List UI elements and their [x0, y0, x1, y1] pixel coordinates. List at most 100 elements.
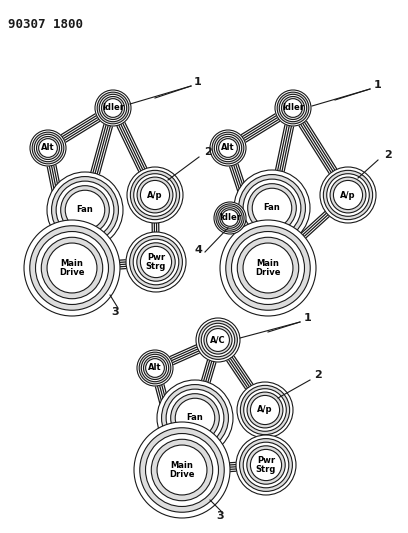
Circle shape	[41, 237, 103, 298]
Circle shape	[137, 177, 173, 213]
Circle shape	[239, 175, 306, 241]
Text: 3: 3	[216, 511, 224, 521]
Circle shape	[144, 357, 166, 379]
Circle shape	[218, 206, 242, 230]
Text: A/p: A/p	[257, 406, 273, 415]
Circle shape	[97, 92, 129, 124]
Circle shape	[34, 134, 62, 161]
Circle shape	[140, 181, 170, 209]
Circle shape	[196, 318, 240, 362]
Circle shape	[244, 389, 286, 431]
Text: A/p: A/p	[147, 190, 163, 199]
Text: 4: 4	[194, 245, 202, 255]
Text: Pwr
Strg: Pwr Strg	[256, 456, 276, 474]
Circle shape	[231, 231, 304, 304]
Circle shape	[277, 92, 309, 124]
Circle shape	[243, 179, 301, 237]
Circle shape	[214, 202, 246, 234]
Circle shape	[239, 439, 293, 491]
Circle shape	[247, 392, 283, 428]
Circle shape	[47, 243, 97, 293]
Circle shape	[104, 99, 122, 117]
Circle shape	[251, 449, 282, 481]
Circle shape	[282, 96, 304, 119]
Circle shape	[175, 398, 215, 438]
Circle shape	[133, 239, 179, 285]
Circle shape	[275, 90, 311, 126]
Circle shape	[243, 442, 289, 488]
Text: 1: 1	[374, 80, 382, 90]
Circle shape	[216, 204, 244, 232]
Circle shape	[222, 209, 238, 227]
Circle shape	[330, 177, 366, 213]
Circle shape	[157, 445, 207, 495]
Circle shape	[47, 172, 123, 248]
Circle shape	[146, 359, 164, 377]
Circle shape	[126, 232, 186, 292]
Text: Alt: Alt	[148, 364, 162, 373]
Circle shape	[162, 385, 228, 451]
Circle shape	[237, 237, 299, 298]
Text: 2: 2	[384, 150, 392, 160]
Circle shape	[204, 326, 232, 354]
Circle shape	[320, 167, 376, 223]
Circle shape	[206, 328, 229, 351]
Circle shape	[65, 190, 105, 230]
Circle shape	[220, 208, 240, 228]
Circle shape	[137, 350, 173, 386]
Circle shape	[284, 99, 302, 117]
Circle shape	[39, 139, 58, 157]
Text: 90307 1800: 90307 1800	[8, 18, 83, 31]
Text: Fan: Fan	[264, 204, 280, 213]
Circle shape	[217, 136, 239, 159]
Circle shape	[166, 389, 224, 447]
Circle shape	[327, 174, 369, 216]
Circle shape	[30, 226, 114, 310]
Circle shape	[157, 380, 233, 456]
Text: A/p: A/p	[340, 190, 356, 199]
Text: 2: 2	[204, 147, 212, 157]
Circle shape	[32, 132, 64, 164]
Circle shape	[236, 435, 296, 495]
Text: Pwr
Strg: Pwr Strg	[146, 253, 166, 271]
Circle shape	[199, 321, 237, 359]
Circle shape	[35, 231, 109, 304]
Text: Alt: Alt	[221, 143, 235, 152]
Circle shape	[131, 171, 180, 220]
Circle shape	[24, 220, 120, 316]
Circle shape	[137, 243, 175, 281]
Circle shape	[56, 181, 114, 239]
Text: 2: 2	[314, 370, 322, 380]
Circle shape	[134, 174, 176, 216]
Circle shape	[214, 134, 242, 161]
Text: Alt: Alt	[41, 143, 55, 152]
Circle shape	[99, 94, 126, 122]
Text: Fan: Fan	[186, 414, 203, 423]
Circle shape	[248, 184, 296, 232]
Text: Main
Drive: Main Drive	[169, 461, 195, 479]
Circle shape	[237, 382, 293, 438]
Circle shape	[220, 220, 316, 316]
Circle shape	[247, 446, 285, 484]
Circle shape	[201, 324, 235, 357]
Circle shape	[61, 185, 109, 235]
Circle shape	[151, 439, 213, 500]
Circle shape	[251, 395, 279, 425]
Circle shape	[140, 246, 172, 278]
Circle shape	[51, 176, 118, 244]
Circle shape	[212, 132, 244, 164]
Circle shape	[252, 188, 292, 228]
Circle shape	[324, 171, 373, 220]
Circle shape	[171, 394, 220, 442]
Circle shape	[333, 181, 363, 209]
Circle shape	[95, 90, 131, 126]
Text: A/C: A/C	[210, 335, 226, 344]
Circle shape	[279, 94, 307, 122]
Circle shape	[134, 422, 230, 518]
Circle shape	[146, 433, 218, 506]
Text: Idler: Idler	[102, 103, 124, 112]
Text: 3: 3	[111, 307, 119, 317]
Circle shape	[130, 236, 182, 288]
Text: Main
Drive: Main Drive	[59, 259, 85, 277]
Circle shape	[30, 130, 66, 166]
